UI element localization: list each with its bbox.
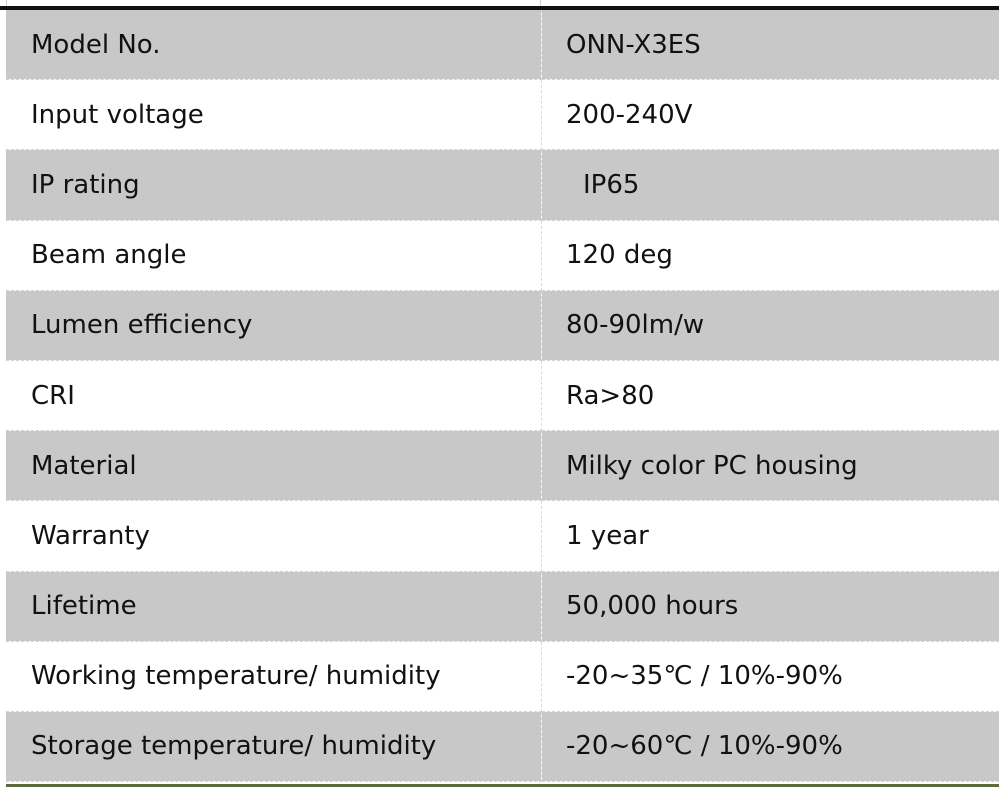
spec-value: 80-90lm/w [541, 290, 999, 361]
spec-label: Beam angle [6, 220, 542, 291]
spec-label: Storage temperature/ humidity [6, 711, 542, 783]
spec-value: -20~60℃ / 10%-90% [541, 711, 999, 783]
spec-label: CRI [6, 360, 542, 432]
spec-label: Lifetime [6, 571, 542, 642]
spec-value: 120 deg [541, 220, 999, 291]
table-row: Warranty 1 year [6, 500, 999, 572]
table-row: IP rating IP65 [6, 149, 999, 221]
top-gridline-stub [540, 0, 541, 6]
spec-value: -20~35℃ / 10%-90% [541, 641, 999, 712]
table-row: Storage temperature/ humidity -20~60℃ / … [6, 711, 999, 783]
spec-value: 1 year [541, 500, 999, 572]
spec-value-cell: IP65 [541, 149, 999, 221]
spec-label: Warranty [6, 500, 542, 572]
table-row: Lumen efficiency 80-90lm/w [6, 290, 999, 361]
table-row: CRI Ra>80 [6, 360, 999, 432]
spec-label: Input voltage [6, 79, 542, 151]
table-row: Lifetime 50,000 hours [6, 571, 999, 642]
spec-value: IP65 [583, 169, 640, 200]
spec-label: Lumen efficiency [6, 290, 542, 361]
table-row: Material Milky color PC housing [6, 430, 999, 502]
spec-value: ONN-X3ES [541, 10, 999, 81]
table-row: Beam angle 120 deg [6, 220, 999, 291]
table-bottom-border [6, 784, 999, 787]
table-row: Working temperature/ humidity -20~35℃ / … [6, 641, 999, 712]
spec-value: 50,000 hours [541, 571, 999, 642]
spec-value: Ra>80 [541, 360, 999, 432]
table-top-border [0, 6, 999, 10]
spec-value: Milky color PC housing [541, 430, 999, 502]
top-gridline-stub [6, 0, 7, 6]
table-row: Input voltage 200-240V [6, 79, 999, 151]
spec-table: Model No. ONN-X3ES Input voltage 200-240… [6, 10, 999, 783]
spec-label: Material [6, 430, 542, 502]
spec-label: IP rating [6, 149, 542, 221]
spec-label: Working temperature/ humidity [6, 641, 542, 712]
table-row: Model No. ONN-X3ES [6, 10, 999, 81]
spec-value: 200-240V [541, 79, 999, 151]
spec-label: Model No. [6, 10, 542, 81]
